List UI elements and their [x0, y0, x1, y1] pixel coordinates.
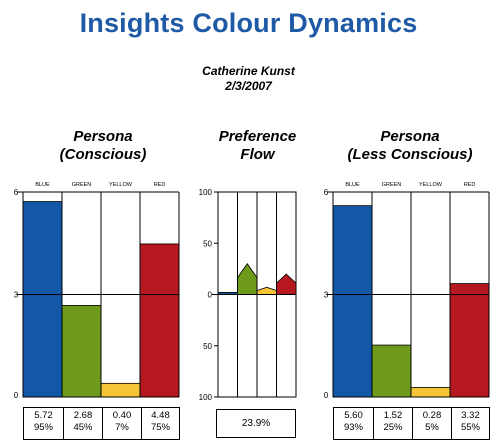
- person-name: Catherine Kunst: [202, 64, 295, 78]
- value-cell-blue-conscious: 5.72 95%: [24, 408, 63, 439]
- y-tick-label-conscious-1: 3: [14, 291, 19, 300]
- value-yellow-conscious: 0.40: [112, 410, 132, 421]
- value-yellow-less-conscious: 0.28: [422, 410, 442, 421]
- category-label-yellow-conscious: YELLOW: [109, 182, 133, 188]
- category-label-blue-less-conscious: BLUE: [345, 182, 360, 188]
- percent-red-conscious: 75%: [150, 422, 170, 433]
- percent-green-conscious: 45%: [73, 422, 93, 433]
- value-cell-green-conscious: 2.68 45%: [63, 408, 102, 439]
- bar-red-less-conscious: [449, 283, 490, 398]
- value-blue-conscious: 5.72: [34, 410, 53, 421]
- flow-value: 23.9%: [241, 418, 271, 429]
- bar-blue-conscious: [22, 201, 63, 398]
- flow-y-tick-label-0: 100: [199, 188, 213, 197]
- category-label-red-conscious: RED: [154, 182, 166, 188]
- value-green-less-conscious: 1.52: [383, 410, 403, 421]
- flow-y-tick-label-1: 50: [203, 239, 212, 248]
- y-tick-label-less-conscious-2: 0: [324, 391, 329, 400]
- panel-title-less-conscious-line1: Persona: [380, 128, 440, 145]
- y-tick-label-less-conscious-1: 3: [324, 291, 329, 300]
- value-cell-yellow-less-conscious: 0.28 5%: [412, 408, 451, 439]
- bar-red-conscious: [139, 243, 180, 398]
- y-tick-label-conscious-0: 6: [14, 188, 19, 197]
- panel-title-flow-line1: Preference: [218, 128, 297, 145]
- category-label-blue-conscious: BLUE: [35, 182, 50, 188]
- value-cell-blue-less-conscious: 5.60 93%: [334, 408, 373, 439]
- value-cell-red-less-conscious: 3.32 55%: [451, 408, 489, 439]
- category-label-green-conscious: GREEN: [72, 182, 92, 188]
- value-green-conscious: 2.68: [73, 410, 93, 421]
- value-cell-red-conscious: 4.48 75%: [141, 408, 179, 439]
- value-blue-less-conscious: 5.60: [344, 410, 363, 421]
- flow-y-tick-label-4: 100: [199, 393, 213, 402]
- bar-yellow-less-conscious: [410, 387, 451, 398]
- panel-title-flow-line2: Flow: [240, 146, 275, 163]
- value-red-conscious: 4.48: [151, 410, 170, 421]
- percent-red-less-conscious: 55%: [460, 422, 480, 433]
- percent-blue-conscious: 95%: [33, 422, 53, 433]
- values-box-less-conscious: 5.60 93% 1.52 25% 0.28 5% 3.32 55%: [333, 407, 490, 440]
- values-box-conscious: 5.72 95% 2.68 45% 0.40 7% 4.48 75%: [23, 407, 180, 440]
- bar-green-less-conscious: [371, 344, 412, 398]
- flow-value-box: 23.9%: [216, 409, 296, 438]
- panel-title-conscious: Persona (Conscious): [23, 128, 183, 164]
- bar-yellow-conscious: [100, 382, 141, 398]
- value-cell-green-less-conscious: 1.52 25%: [373, 408, 412, 439]
- panel-title-less-conscious: Persona (Less Conscious): [323, 128, 497, 164]
- category-label-green-less-conscious: GREEN: [382, 182, 402, 188]
- y-tick-label-less-conscious-0: 6: [324, 188, 329, 197]
- panel-title-flow: Preference Flow: [200, 128, 315, 164]
- category-label-red-less-conscious: RED: [464, 182, 476, 188]
- percent-yellow-less-conscious: 5%: [425, 422, 439, 433]
- bar-blue-less-conscious: [332, 205, 373, 398]
- y-tick-label-conscious-2: 0: [14, 391, 19, 400]
- percent-green-less-conscious: 25%: [383, 422, 403, 433]
- panel-title-conscious-line2: (Conscious): [59, 146, 147, 163]
- panel-title-conscious-line1: Persona: [73, 128, 133, 145]
- page-title: Insights Colour Dynamics: [79, 8, 418, 38]
- report-date: 2/3/2007: [225, 79, 272, 93]
- flow-y-tick-label-3: 50: [203, 342, 212, 351]
- value-cell-yellow-conscious: 0.40 7%: [102, 408, 141, 439]
- flow-y-tick-label-2: 0: [208, 291, 213, 300]
- value-red-less-conscious: 3.32: [461, 410, 480, 421]
- category-label-yellow-less-conscious: YELLOW: [419, 182, 443, 188]
- percent-yellow-conscious: 7%: [115, 422, 129, 433]
- bar-green-conscious: [61, 305, 102, 398]
- panel-title-less-conscious-line2: (Less Conscious): [347, 146, 473, 163]
- percent-blue-less-conscious: 93%: [343, 422, 363, 433]
